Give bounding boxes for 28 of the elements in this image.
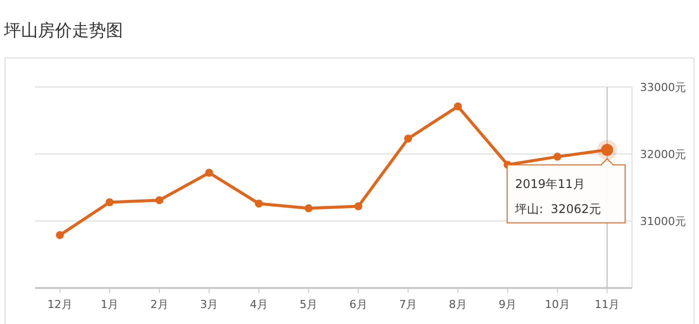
point (354, 202, 362, 210)
point (56, 231, 64, 240)
point (553, 152, 562, 161)
y-tick-label: 31000元 (640, 215, 686, 228)
x-tick-label: 5月 (300, 298, 318, 311)
x-tick-label: 6月 (349, 298, 368, 311)
x-tick-label: 11月 (594, 298, 620, 311)
x-tick-label: 8月 (448, 298, 467, 311)
x-tick-label: 9月 (498, 298, 517, 311)
point (454, 102, 462, 110)
x-tick-label: 2月 (150, 298, 168, 311)
point (155, 196, 164, 204)
x-tick-label: 4月 (250, 298, 268, 311)
point (205, 168, 214, 177)
annotation: 2019年11月 (515, 176, 585, 191)
y-tick-label: 32000元 (640, 148, 686, 161)
x-tick-label: 1月 (100, 298, 119, 311)
x-tick-label: 3月 (200, 298, 218, 311)
point (404, 134, 412, 143)
point (304, 204, 313, 212)
chart-title: 坪山房价走势图 (3, 21, 123, 41)
x-tick-label: 7月 (399, 298, 418, 311)
point (254, 200, 263, 208)
x-tick-label: 12月 (47, 298, 72, 311)
point (106, 198, 114, 206)
y-tick-label: 33000元 (640, 81, 686, 94)
annotation: 坪山: 32062元 (514, 202, 601, 216)
x-tick-label: 10月 (544, 298, 570, 311)
